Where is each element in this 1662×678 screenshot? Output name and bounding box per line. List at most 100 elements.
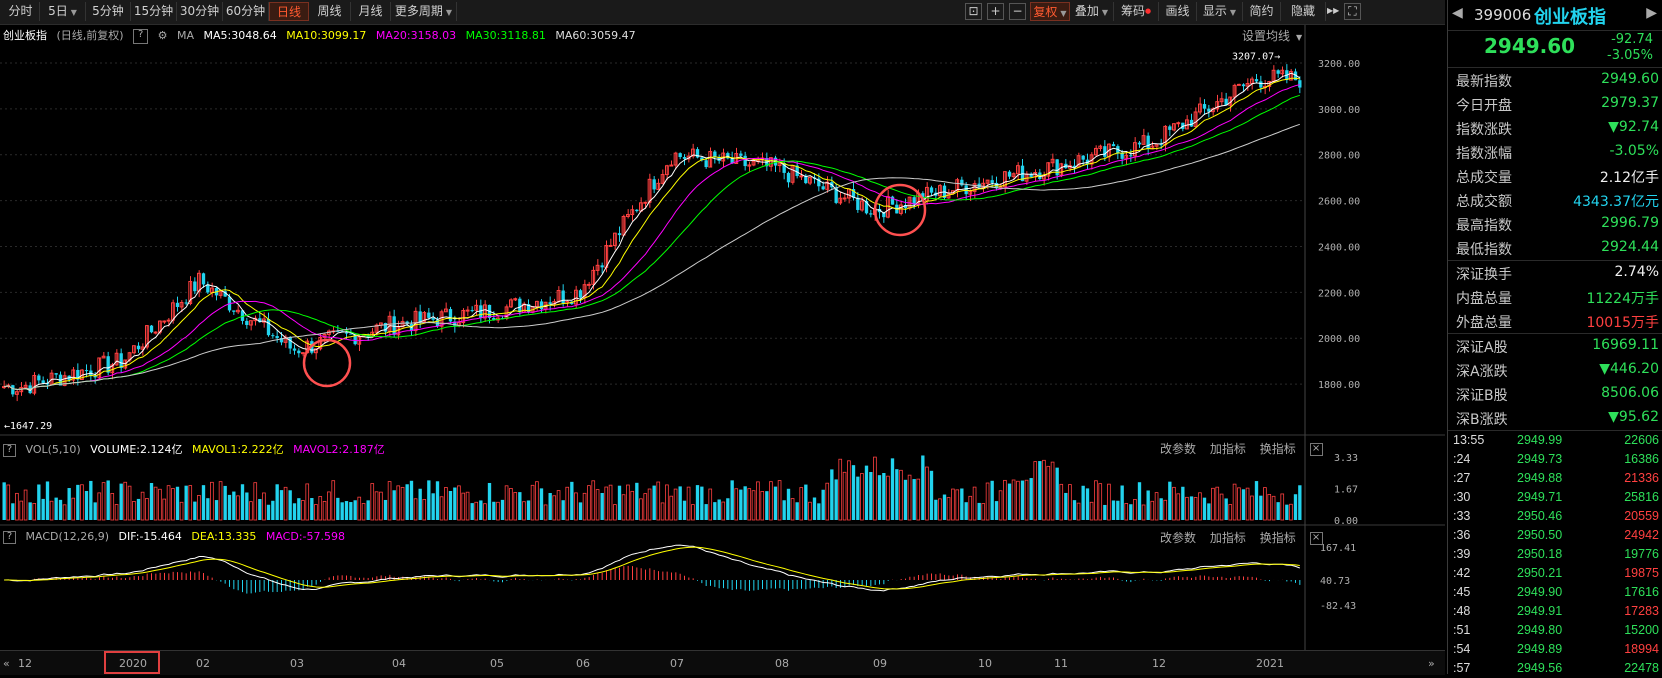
candle-body xyxy=(591,269,596,285)
tick-volume: 20559 xyxy=(1624,509,1659,523)
volume-bar xyxy=(318,496,323,521)
candle-body xyxy=(431,317,435,320)
panel-collapse-icon[interactable]: ◀ xyxy=(1452,5,1463,21)
period-3-button[interactable]: 15分钟 xyxy=(131,2,177,21)
candle-body xyxy=(817,178,821,187)
ma-settings-button[interactable]: 设置均线 ▼ xyxy=(1242,27,1308,44)
volume-bar xyxy=(647,488,652,521)
volume-bar xyxy=(1020,480,1025,520)
volume-bar xyxy=(370,483,375,521)
close-icon[interactable]: × xyxy=(1309,443,1323,456)
tool-3-button[interactable]: 画线 xyxy=(1159,2,1197,21)
candle-body xyxy=(851,189,856,198)
period-7-button[interactable]: 周线 xyxy=(309,2,351,21)
volume-bar xyxy=(509,488,513,521)
volume-bar xyxy=(799,487,804,521)
help-icon[interactable]: ? xyxy=(133,28,149,44)
help-icon[interactable]: ? xyxy=(3,443,16,457)
tool-5-button[interactable]: 简约 xyxy=(1243,2,1281,21)
volume-bar xyxy=(2,482,6,520)
scroll-right-icon[interactable]: » xyxy=(1428,657,1435,670)
tool-0-button[interactable]: 复权 ▼ xyxy=(1030,2,1070,21)
scroll-left-icon[interactable]: « xyxy=(3,657,10,670)
quote-row: 今日开盘 2979.37 xyxy=(1448,92,1662,116)
period-8-button[interactable]: 月线 xyxy=(351,2,391,21)
period-2-button[interactable]: 5分钟 xyxy=(86,2,131,21)
volume-bar xyxy=(45,481,50,520)
vol-add-indicator-button[interactable]: 加指标 xyxy=(1209,442,1246,456)
volume-bar xyxy=(184,485,188,520)
volume-bar xyxy=(1159,498,1163,520)
tool-2-button[interactable]: 筹码● xyxy=(1114,2,1159,21)
panel-expand-icon[interactable]: ▶ xyxy=(1646,5,1657,21)
tick-list[interactable]: 13:55 2949.99 22606:24 2949.73 16386:27 2949.… xyxy=(1448,431,1662,678)
candle-body xyxy=(660,174,665,184)
macd-add-indicator-button[interactable]: 加指标 xyxy=(1209,531,1246,545)
period-9-button[interactable]: 更多周期 ▼ xyxy=(391,2,457,21)
period-1-button[interactable]: 5日 ▼ xyxy=(40,2,86,21)
candle-body xyxy=(695,149,700,158)
volume-bar xyxy=(739,489,743,520)
candle-body xyxy=(691,148,695,157)
tool-4-button[interactable]: 显示 ▼ xyxy=(1197,2,1243,21)
volume-bar xyxy=(1024,479,1029,521)
volume-bar xyxy=(1103,504,1107,520)
candle-body xyxy=(492,317,496,320)
candle-body xyxy=(132,345,136,354)
hide-arrows-icon[interactable]: ▶▶ xyxy=(1327,6,1340,15)
fullscreen-icon[interactable]: ⛶ xyxy=(1344,3,1361,20)
kline-chart[interactable]: 3200.00 3000.00 2800.00 2600.00 2400.00 2200.… xyxy=(0,25,1445,650)
volume-bar xyxy=(1193,497,1198,521)
tick-volume: 17283 xyxy=(1624,604,1659,618)
ma20-value: MA20:3158.03 xyxy=(375,29,457,42)
minus-icon[interactable]: − xyxy=(1009,3,1026,20)
volume-bar xyxy=(431,493,435,520)
quote-label: 深证换手 xyxy=(1456,267,1512,283)
volume-bar xyxy=(1107,483,1111,521)
volume-bar xyxy=(812,497,817,520)
candle-body xyxy=(1176,122,1181,125)
volume-bar xyxy=(1042,459,1046,521)
close-icon[interactable]: × xyxy=(1309,532,1323,545)
lock-icon[interactable]: ⊡ xyxy=(965,3,982,20)
vol-swap-indicator-button[interactable]: 换指标 xyxy=(1259,442,1296,456)
quote-row: 指数涨跌 ▼92.74 xyxy=(1448,116,1662,140)
tick-volume: 22606 xyxy=(1624,433,1659,447)
volume-bar xyxy=(765,491,769,520)
quote-row: 深证B股 8506.06 xyxy=(1448,382,1662,406)
volume-bar xyxy=(101,482,106,521)
quote-row: 深B涨跌 ▼95.62 xyxy=(1448,406,1662,430)
price-tick-label: 1800.00 xyxy=(1318,380,1360,391)
quote-label: 深B涨跌 xyxy=(1456,412,1508,428)
volume-bar xyxy=(1064,492,1068,520)
candle-body xyxy=(301,352,305,355)
price-summary: 2949.60 -92.74 -3.05% xyxy=(1448,31,1662,68)
ma20-line xyxy=(4,84,1300,391)
quote-label: 今日开盘 xyxy=(1456,98,1512,114)
macd-swap-indicator-button[interactable]: 换指标 xyxy=(1259,531,1296,545)
volume-bar xyxy=(1245,487,1250,521)
period-6-button[interactable]: 日线 xyxy=(269,2,309,21)
candle-body xyxy=(145,325,149,348)
macd-change-params-button[interactable]: 改参数 xyxy=(1160,531,1197,545)
candle-body xyxy=(1146,135,1150,149)
tool-6-button[interactable]: 隐藏 xyxy=(1281,2,1326,21)
volume-bar xyxy=(1059,483,1064,521)
tool-1-button[interactable]: 叠加 ▼ xyxy=(1070,2,1114,21)
time-axis[interactable]: « 12 2020 02 03 04 05 06 07 08 09 10 11 12 2021 » xyxy=(0,650,1445,675)
period-0-button[interactable]: 分时 xyxy=(2,2,40,21)
time-label: 05 xyxy=(490,657,504,670)
volume-bar xyxy=(617,485,622,520)
period-5-button[interactable]: 60分钟 xyxy=(223,2,269,21)
quote-row: 外盘总量 10015万手 xyxy=(1448,309,1662,333)
volume-bar xyxy=(206,498,210,520)
plus-icon[interactable]: + xyxy=(987,3,1004,20)
chart-area[interactable]: 3200.00 3000.00 2800.00 2600.00 2400.00 2200.… xyxy=(0,25,1445,655)
volume-bar xyxy=(327,491,331,521)
vol-change-params-button[interactable]: 改参数 xyxy=(1160,442,1197,456)
period-4-button[interactable]: 30分钟 xyxy=(177,2,223,21)
ma10-value: MA10:3099.17 xyxy=(286,29,367,42)
period-label: 更多周期 xyxy=(394,4,443,18)
help-icon[interactable]: ? xyxy=(3,530,16,544)
gear-icon[interactable]: ⚙ xyxy=(157,29,168,42)
